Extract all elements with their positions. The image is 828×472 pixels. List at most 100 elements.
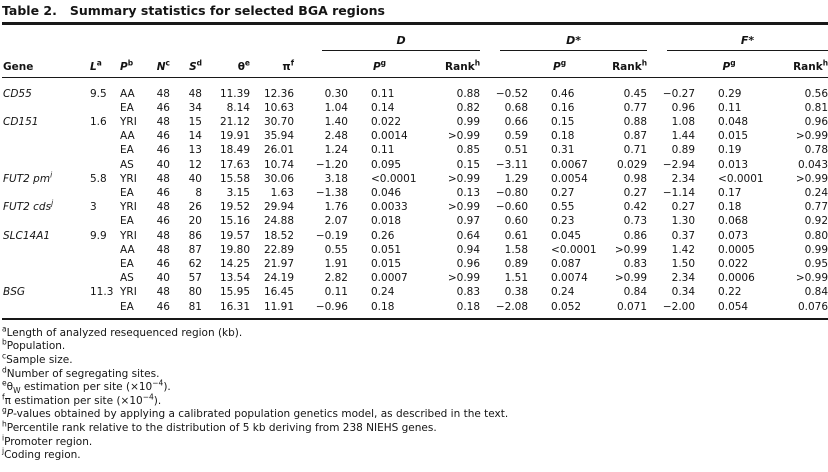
Fstar-value-cell: 0.37: [671, 229, 696, 242]
Fstar-p-cell: <0.0001: [718, 172, 764, 185]
gene-cell: BSG: [3, 286, 26, 299]
D-p-cell: 0.24: [371, 286, 395, 299]
table-caption: Summary statistics for selected BGA regi…: [69, 3, 385, 18]
col-header-samplesize: Nc: [152, 50, 184, 78]
segsites-cell: 48: [188, 87, 202, 100]
gene-cell: [2, 243, 88, 257]
Dstar-value-cell: 1.51: [504, 272, 529, 285]
D-p-cell: 0.0014: [371, 130, 408, 143]
samplesize-cell: 48: [156, 229, 170, 242]
D-value-cell: 0.11: [324, 286, 348, 299]
pi-cell: 24.88: [263, 215, 294, 228]
Fstar-rank-cell: 0.24: [804, 187, 828, 200]
pi-cell: 24.19: [263, 272, 294, 285]
Dstar-value-cell: 0.66: [504, 116, 529, 128]
D-rank-cell: 0.94: [456, 243, 481, 256]
population-cell: AA: [120, 243, 135, 256]
pi-cell: 21.97: [263, 258, 294, 271]
Fstar-p-cell: 0.19: [718, 144, 742, 157]
Fstar-rank-cell: >0.99: [795, 130, 828, 143]
Dstar-p-cell: 0.0054: [551, 172, 588, 185]
Fstar-value-cell: 1.42: [671, 243, 696, 256]
D-value-cell: 2.07: [324, 215, 348, 228]
D-p-cell: 0.018: [371, 215, 402, 228]
Fstar-rank-cell: 0.78: [804, 144, 828, 157]
footnote-f: fπ estimation per site (×10−4).: [2, 392, 162, 407]
segsites-cell: 40: [188, 172, 202, 185]
Fstar-p-cell: 0.054: [699, 299, 760, 320]
footnote-i: iPromoter region.: [2, 433, 93, 448]
col-header-Dstar-rank: Rankh: [587, 50, 650, 78]
table-row: CD151 1.6 YRI 48 15 21.12 30.70 1.40 0.022 0.99 0.…: [2, 115, 828, 129]
D-p-cell: 0.14: [371, 101, 395, 114]
Fstar-value-cell: −2.00: [649, 299, 700, 320]
D-rank-cell: 0.82: [456, 101, 481, 114]
segsites-cell: 81: [184, 299, 215, 320]
pi-cell: 10.63: [263, 101, 294, 114]
Fstar-p-cell: 0.0006: [718, 272, 755, 285]
Fstar-p-cell: 0.073: [718, 229, 749, 242]
Dstar-rank-cell: 0.071: [587, 299, 650, 320]
segsites-cell: 20: [188, 215, 202, 228]
table-row: AS 40 12 17.63 10.74 −1.20 0.095 0.15 −3.11 0.006…: [2, 158, 828, 172]
Dstar-rank-cell: >0.99: [614, 272, 648, 285]
Dstar-p-cell: <0.0001: [551, 243, 597, 256]
segsites-cell: 86: [188, 229, 202, 242]
population-cell: EA: [120, 101, 134, 114]
gene-cell: FUT2 pmi: [3, 170, 53, 185]
length-cell: [88, 129, 117, 143]
theta-cell: 19.80: [219, 243, 250, 256]
population-cell: EA: [117, 299, 152, 320]
population-cell: AA: [120, 87, 135, 100]
Fstar-rank-cell: 0.99: [804, 243, 828, 256]
D-p-cell: 0.0033: [371, 201, 408, 214]
pi-cell: 35.94: [263, 130, 294, 143]
pi-cell: 18.52: [263, 229, 294, 242]
Dstar-value-cell: −3.11: [495, 158, 529, 171]
samplesize-cell: 48: [156, 201, 170, 214]
D-rank-cell: 0.85: [456, 144, 481, 157]
footnote-j: jCoding region.: [2, 446, 81, 462]
Dstar-value-cell: −0.60: [495, 201, 529, 214]
D-value-cell: −1.20: [315, 158, 348, 171]
D-value-cell: 3.18: [324, 172, 348, 185]
Dstar-rank-cell: 0.029: [616, 158, 648, 171]
Dstar-value-cell: 0.61: [504, 229, 529, 242]
footnote-c: cSample size.: [2, 351, 73, 367]
samplesize-cell: 48: [156, 87, 170, 100]
footnotes: aLength of analyzed resequenced region (…: [2, 325, 828, 463]
Fstar-rank-cell: 0.77: [804, 201, 828, 214]
length-cell: [88, 214, 117, 228]
D-rank-cell: 0.99: [456, 116, 481, 128]
pi-cell: 12.36: [263, 87, 294, 100]
Fstar-p-cell: 0.29: [718, 87, 742, 100]
Fstar-p-cell: 0.013: [718, 158, 749, 171]
Fstar-rank-cell: 0.043: [797, 158, 828, 171]
population-cell: YRI: [120, 172, 137, 185]
footnote-h: hPercentile rank relative to the distrib…: [2, 419, 437, 434]
segsites-cell: 87: [188, 243, 202, 256]
D-rank-cell: 0.13: [456, 187, 481, 200]
Dstar-rank-cell: 0.98: [623, 172, 648, 185]
samplesize-cell: 46: [156, 144, 170, 157]
pi-cell: 10.74: [263, 158, 294, 171]
D-p-cell: 0.18: [352, 299, 407, 320]
pi-cell: 1.63: [270, 187, 294, 200]
segsites-cell: 62: [188, 258, 202, 271]
table-row: CD55 9.5 AA 48 48 11.39 12.36 0.30 0.11 0.88 −0.52…: [2, 77, 828, 101]
samplesize-cell: 46: [152, 299, 184, 320]
gene-cell: [2, 186, 88, 200]
D-p-cell: 0.11: [371, 144, 395, 157]
population-cell: YRI: [120, 229, 137, 242]
D-rank-cell: 0.18: [407, 299, 483, 320]
samplesize-cell: 48: [156, 286, 170, 299]
table-row: BSG 11.3 YRI 48 80 15.95 16.45 0.11 0.24 0.83 0.38…: [2, 285, 828, 299]
group-header-D: D: [304, 25, 482, 51]
length-cell: 11.3: [90, 286, 114, 299]
segsites-cell: 80: [188, 286, 202, 299]
table-title: Table 2. Summary statistics for selected …: [2, 3, 828, 19]
Fstar-p-cell: 0.22: [718, 286, 742, 299]
D-rank-cell: >0.99: [447, 201, 481, 214]
Fstar-rank-cell: 0.81: [804, 101, 828, 114]
population-cell: YRI: [120, 116, 137, 128]
